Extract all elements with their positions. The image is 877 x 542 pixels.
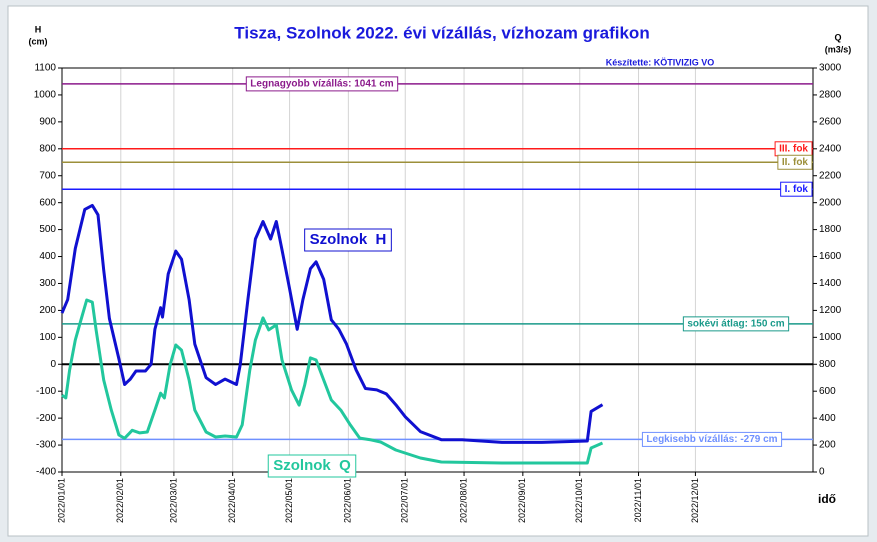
reference-label-box [641, 431, 783, 447]
y2-tick-label: 1000 [819, 332, 842, 343]
x-tick-label: 2022/07/01 [400, 478, 410, 523]
x-tick-label: 2022/02/01 [115, 478, 125, 523]
y-tick-label: 200 [39, 305, 56, 316]
reference-label: III. fok [779, 143, 808, 154]
y-tick-label: -200 [36, 413, 56, 424]
y-tick-label: 700 [39, 170, 56, 181]
y2-tick-label: 2200 [819, 170, 842, 181]
y-tick-label: -100 [36, 386, 56, 397]
y2-tick-label: 400 [819, 413, 836, 424]
y-tick-label: 300 [39, 278, 56, 289]
y2-tick-label: 2400 [819, 143, 842, 154]
y-tick-label: 400 [39, 251, 56, 262]
chart-frame [7, 5, 869, 537]
x-axis-label: idő [818, 492, 836, 506]
y2-tick-label: 1800 [819, 224, 842, 235]
x-tick-label: 2022/08/01 [458, 478, 468, 523]
y-tick-label: 0 [50, 359, 56, 370]
y-tick-label: 500 [39, 224, 56, 235]
reference-label-box [245, 76, 399, 92]
series-line [61, 298, 604, 465]
y2-tick-label: 2000 [819, 197, 842, 208]
chart-title: Tisza, Szolnok 2022. évi vízállás, vízho… [234, 23, 649, 42]
y-tick-label: 900 [39, 117, 56, 128]
x-tick-label: 2022/12/01 [690, 478, 700, 523]
y2-tick-label: 1400 [819, 278, 842, 289]
reference-label: Legnagyobb vízállás: 1041 cm [250, 79, 393, 90]
y2-tick-label: 1200 [819, 305, 842, 316]
reference-label-box [777, 154, 813, 170]
x-tick-label: 2022/06/01 [343, 478, 353, 523]
y-tick-label: -400 [36, 467, 56, 478]
series-line [60, 203, 604, 444]
y-axis-label: (cm) [28, 36, 47, 46]
reference-label-box [780, 181, 813, 197]
y-tick-label: 1100 [34, 63, 56, 74]
y-axis-label: H [35, 24, 42, 34]
y-tick-label: -300 [36, 440, 56, 451]
x-tick-label: 2022/05/01 [284, 478, 294, 523]
reference-label-box [682, 316, 790, 332]
y2-tick-label: 600 [819, 386, 836, 397]
reference-label: I. fok [785, 184, 809, 195]
x-tick-label: 2022/03/01 [168, 478, 178, 523]
y2-tick-label: 2600 [819, 117, 842, 128]
legend-box [304, 228, 392, 252]
subtitle: Készítette: KÖTIVIZIG VO [606, 57, 715, 67]
y2-tick-label: 1600 [819, 251, 842, 262]
y-tick-label: 1000 [34, 90, 57, 101]
y-tick-label: 600 [39, 197, 56, 208]
y2-axis-label: Q [834, 32, 841, 42]
legend-label: Szolnok H [310, 231, 387, 248]
legend-label: Szolnok Q [273, 457, 351, 474]
x-tick-label: 2022/04/01 [227, 478, 237, 523]
plot-area [61, 67, 814, 473]
x-tick-label: 2022/01/01 [56, 478, 66, 523]
y2-tick-label: 0 [819, 467, 825, 478]
x-tick-label: 2022/10/01 [574, 478, 584, 523]
legend-box [267, 454, 357, 478]
reference-label: sokévi átlag: 150 cm [687, 319, 784, 330]
y2-tick-label: 800 [819, 359, 836, 370]
x-tick-label: 2022/11/01 [633, 478, 643, 522]
y2-tick-label: 3000 [819, 63, 842, 74]
y2-tick-label: 2800 [819, 90, 842, 101]
x-tick-label: 2022/09/01 [517, 478, 527, 523]
y-tick-label: 800 [39, 143, 56, 154]
reference-label: Legkisebb vízállás: -279 cm [646, 434, 777, 445]
y2-tick-label: 200 [819, 440, 836, 451]
reference-label: II. fok [782, 157, 809, 168]
y2-axis-label: (m3/s) [825, 44, 852, 54]
y-tick-label: 100 [39, 332, 56, 343]
